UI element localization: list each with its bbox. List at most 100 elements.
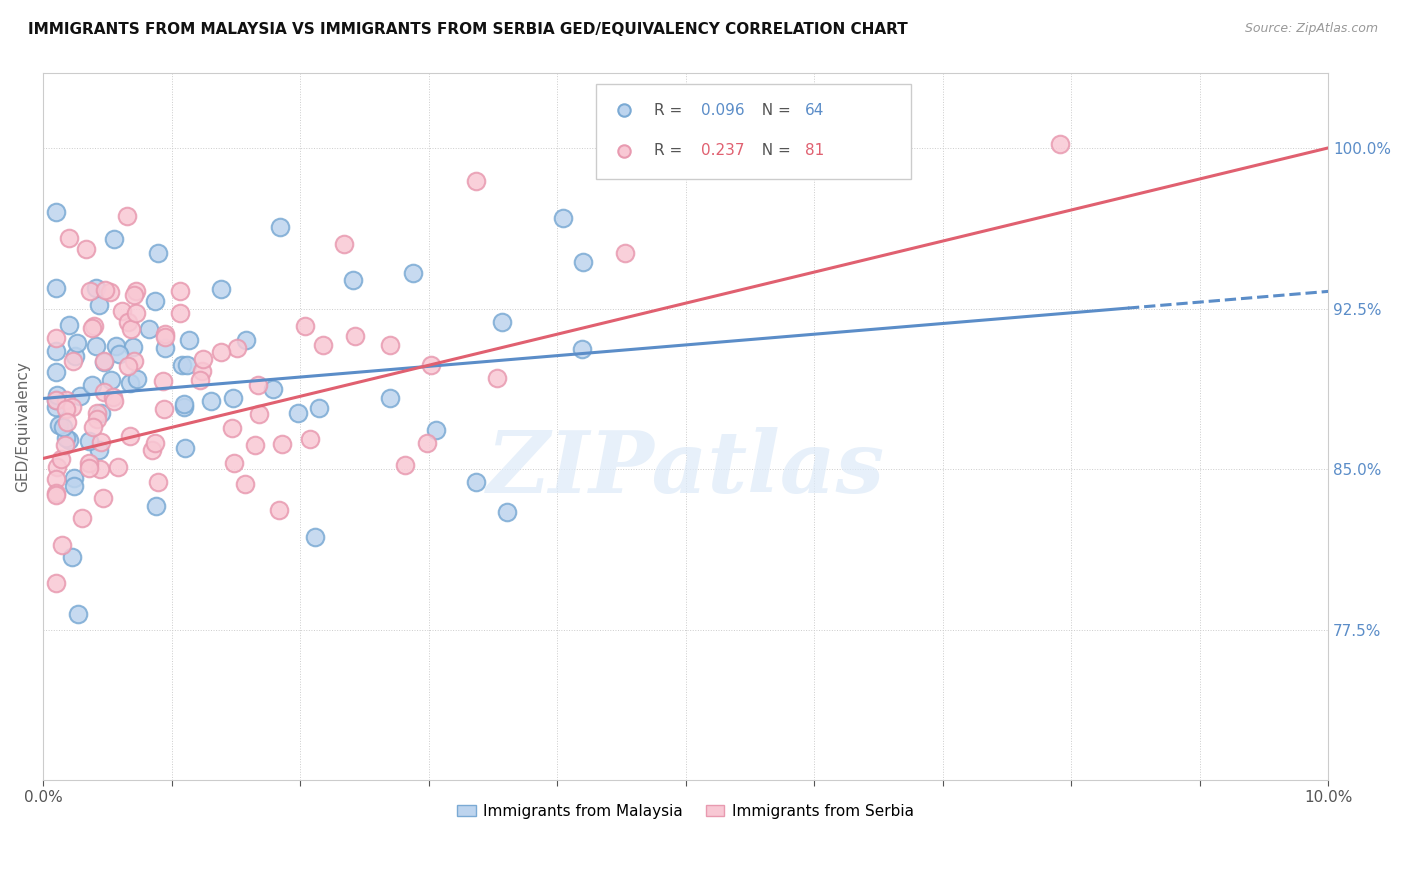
Point [117,315,139,329]
Point [125,306,148,320]
Point [572,255,595,269]
Point [152,402,174,417]
Point [89,443,111,458]
Point [120,429,142,443]
Text: IMMIGRANTS FROM MALAYSIA VS IMMIGRANTS FROM SERBIA GED/EQUIVALENCY CORRELATION C: IMMIGRANTS FROM MALAYSIA VS IMMIGRANTS F… [28,22,908,37]
Point [45,488,67,502]
Point [267,503,290,517]
Point [148,475,170,490]
Point [94,284,117,298]
Point [170,359,193,373]
Point [101,390,124,404]
Point [169,284,191,298]
Point [93,355,115,369]
Text: 0.237: 0.237 [702,144,745,158]
Point [153,329,176,343]
Point [299,432,322,446]
Point [122,288,145,302]
Point [233,477,256,491]
Point [169,306,191,320]
Point [46,460,69,475]
Point [45,343,67,358]
Point [465,174,488,188]
Point [60,550,83,565]
Point [63,471,86,485]
Point [464,475,486,490]
Point [55,392,77,407]
Point [82,420,104,434]
Point [247,407,270,421]
Point [108,347,131,361]
Point [190,364,212,378]
Point [222,391,245,405]
Point [153,341,176,355]
Point [343,329,366,343]
Point [188,373,211,387]
Point [86,406,108,420]
Point [571,342,593,356]
Point [70,511,93,525]
Point [48,418,70,433]
Point [45,486,67,500]
Point [82,321,104,335]
Point [152,375,174,389]
Point [551,211,574,226]
Point [91,491,114,505]
Point [153,327,176,342]
Point [491,315,513,329]
Point [49,452,72,467]
Point [62,354,84,368]
Point [176,358,198,372]
Point [120,376,142,390]
Point [79,434,101,449]
Point [103,232,125,246]
Point [614,246,637,260]
Text: 0.096: 0.096 [702,103,745,118]
Point [243,438,266,452]
Point [209,344,232,359]
Point [145,499,167,513]
Text: ZIPatlas: ZIPatlas [486,427,884,510]
Point [111,304,134,318]
Point [262,382,284,396]
Point [294,318,316,333]
Point [60,401,83,415]
Point [380,392,402,406]
Point [122,354,145,368]
Text: Source: ZipAtlas.com: Source: ZipAtlas.com [1244,22,1378,36]
Point [179,333,201,347]
Point [173,401,195,415]
Point [402,266,425,280]
Point [90,406,112,420]
Point [75,242,97,256]
Point [90,434,112,449]
Point [80,378,103,392]
Point [271,437,294,451]
Point [120,322,142,336]
Point [45,401,67,415]
Point [246,377,269,392]
Point [143,435,166,450]
Point [380,338,402,352]
Y-axis label: GED/Equivalency: GED/Equivalency [15,361,30,491]
Point [287,406,309,420]
Point [127,372,149,386]
Point [89,298,111,312]
Point [1049,136,1071,151]
Point [51,538,73,552]
Point [84,281,107,295]
Point [496,505,519,519]
Point [222,456,245,470]
Point [200,393,222,408]
Point [58,434,80,448]
Point [53,437,76,451]
Point [83,318,105,333]
Point [103,393,125,408]
Point [93,354,115,368]
Point [63,349,86,363]
Point [425,423,447,437]
Point [52,420,75,434]
Point [117,359,139,374]
Point [46,388,69,402]
Point [66,607,89,621]
